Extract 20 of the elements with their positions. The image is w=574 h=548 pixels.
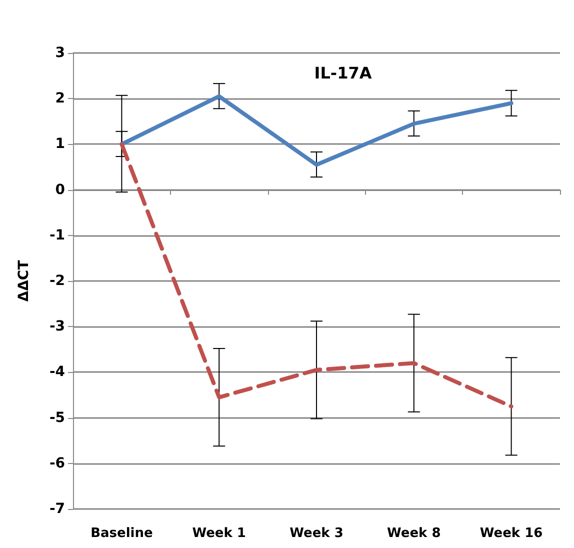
y-tick-label: -1 (49, 227, 65, 244)
y-tick-label: 0 (55, 182, 66, 198)
y-tick-label: -2 (49, 273, 65, 289)
y-tick-label: 3 (55, 45, 65, 61)
y-tick-label: -6 (49, 455, 65, 472)
y-axis-title: ΔΔCT (16, 260, 32, 302)
y-tick-label: 1 (55, 136, 65, 152)
y-tick-label: -3 (49, 318, 65, 335)
y-tick-label: -7 (49, 501, 65, 517)
x-tick-label: Week 3 (290, 526, 344, 541)
y-tick-label: -4 (49, 364, 66, 380)
line-series (120, 94, 514, 167)
y-tick-label: 2 (55, 90, 65, 107)
y-tick-label: -5 (49, 410, 65, 426)
x-tick-label: Week 16 (480, 526, 543, 541)
line-series (120, 142, 514, 408)
x-tick-label: Week 1 (192, 526, 246, 541)
x-tick-label: Baseline (90, 526, 153, 541)
text: IL-17A (314, 64, 372, 82)
x-tick-label: Week 8 (387, 526, 441, 541)
